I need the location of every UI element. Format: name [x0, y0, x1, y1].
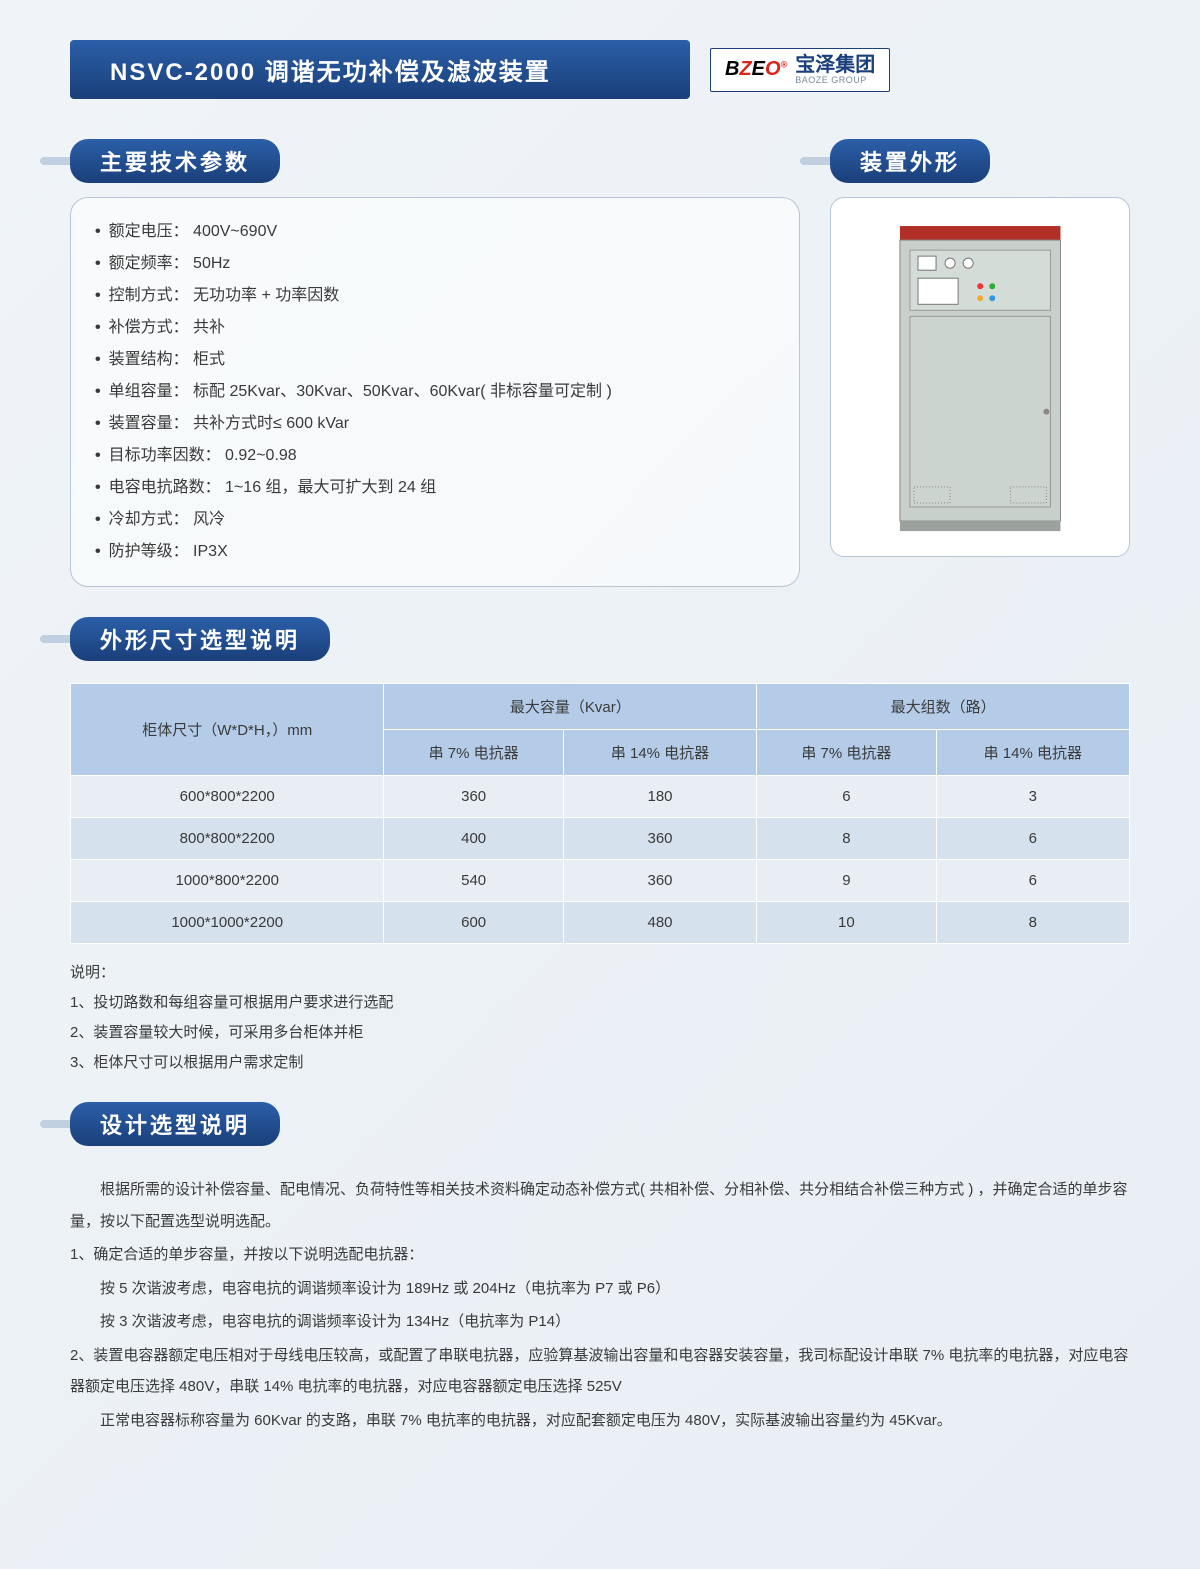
- note-line: 2、装置容量较大时候，可采用多台柜体并柜: [70, 1018, 1130, 1048]
- th-7b: 串 7% 电抗器: [757, 730, 936, 776]
- spec-item: 单组容量： 标配 25Kvar、30Kvar、50Kvar、60Kvar( 非标…: [95, 376, 775, 408]
- spec-item: 目标功率因数： 0.92~0.98: [95, 440, 775, 472]
- section-spec-heading: 主要技术参数: [70, 139, 280, 183]
- th-cap: 最大容量（Kvar）: [384, 684, 757, 730]
- design-para: 按 3 次谐波考虑，电容电抗的调谐频率设计为 134Hz（电抗率为 P14）: [70, 1306, 1130, 1338]
- cabinet-image: [830, 197, 1130, 557]
- cabinet-icon: [869, 216, 1091, 537]
- design-para: 1、确定合适的单步容量，并按以下说明选配电抗器：: [70, 1239, 1130, 1271]
- section-shape-heading: 装置外形: [830, 139, 990, 183]
- design-para: 按 5 次谐波考虑，电容电抗的调谐频率设计为 189Hz 或 204Hz（电抗率…: [70, 1273, 1130, 1305]
- th-14b: 串 14% 电抗器: [936, 730, 1129, 776]
- table-notes: 说明： 1、投切路数和每组容量可根据用户要求进行选配 2、装置容量较大时候，可采…: [70, 958, 1130, 1078]
- table-row: 800*800*2200 400 360 8 6: [71, 818, 1130, 860]
- table-row: 1000*1000*2200 600 480 10 8: [71, 902, 1130, 944]
- spec-list: 额定电压： 400V~690V 额定频率： 50Hz 控制方式： 无功功率 + …: [95, 216, 775, 568]
- header-bar: NSVC-2000 调谐无功补偿及滤波装置 BZEO® 宝泽集团 BAOZE G…: [70, 40, 1130, 99]
- brand-logo: BZEO® 宝泽集团 BAOZE GROUP: [710, 48, 890, 92]
- spec-item: 装置容量： 共补方式时≤ 600 kVar: [95, 408, 775, 440]
- design-para: 2、装置电容器额定电压相对于母线电压较高，或配置了串联电抗器，应验算基波输出容量…: [70, 1340, 1130, 1403]
- page-title: NSVC-2000 调谐无功补偿及滤波装置: [70, 40, 690, 99]
- table-row: 1000*800*2200 540 360 9 6: [71, 860, 1130, 902]
- spec-item: 防护等级： IP3X: [95, 536, 775, 568]
- spec-item: 电容电抗路数： 1~16 组，最大可扩大到 24 组: [95, 472, 775, 504]
- spec-box: 额定电压： 400V~690V 额定频率： 50Hz 控制方式： 无功功率 + …: [70, 197, 800, 587]
- logo-en-text: BAOZE GROUP: [795, 75, 875, 85]
- section-dim-heading: 外形尺寸选型说明: [70, 617, 330, 661]
- th-7a: 串 7% 电抗器: [384, 730, 563, 776]
- logo-cn-text: 宝泽集团: [795, 55, 875, 75]
- note-line: 1、投切路数和每组容量可根据用户要求进行选配: [70, 988, 1130, 1018]
- spec-item: 冷却方式： 风冷: [95, 504, 775, 536]
- spec-item: 额定电压： 400V~690V: [95, 216, 775, 248]
- design-para: 根据所需的设计补偿容量、配电情况、负荷特性等相关技术资料确定动态补偿方式( 共相…: [70, 1174, 1130, 1237]
- section-design-heading: 设计选型说明: [70, 1102, 280, 1146]
- logo-mark: BZEO®: [725, 58, 787, 81]
- spec-item: 控制方式： 无功功率 + 功率因数: [95, 280, 775, 312]
- note-line: 3、柜体尺寸可以根据用户需求定制: [70, 1048, 1130, 1078]
- th-size: 柜体尺寸（W*D*H，）mm: [71, 684, 384, 776]
- th-14a: 串 14% 电抗器: [563, 730, 756, 776]
- table-row: 600*800*2200 360 180 6 3: [71, 776, 1130, 818]
- spec-item: 额定频率： 50Hz: [95, 248, 775, 280]
- note-line: 说明：: [70, 958, 1130, 988]
- dimension-table: 柜体尺寸（W*D*H，）mm 最大容量（Kvar） 最大组数（路） 串 7% 电…: [70, 683, 1130, 944]
- spec-item: 装置结构： 柜式: [95, 344, 775, 376]
- th-grp: 最大组数（路）: [757, 684, 1130, 730]
- design-para: 正常电容器标称容量为 60Kvar 的支路，串联 7% 电抗率的电抗器，对应配套…: [70, 1405, 1130, 1437]
- design-text: 根据所需的设计补偿容量、配电情况、负荷特性等相关技术资料确定动态补偿方式( 共相…: [70, 1174, 1130, 1436]
- spec-item: 补偿方式： 共补: [95, 312, 775, 344]
